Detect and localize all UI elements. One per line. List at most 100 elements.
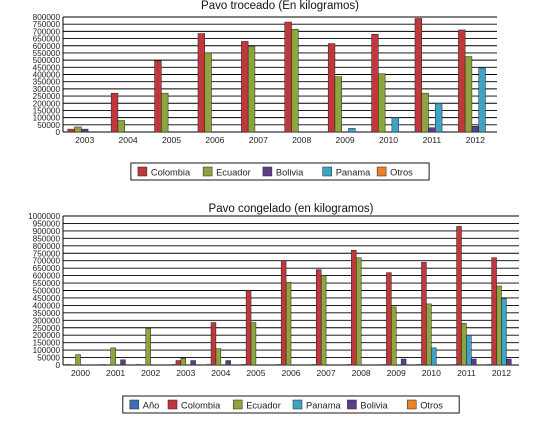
y-tick-label: 450000 — [33, 294, 61, 303]
x-tick-label: 2009 — [336, 135, 355, 145]
bar-colombia-2010 — [371, 34, 379, 133]
x-tick-label: 2007 — [249, 135, 268, 145]
bar-ecuador-2006 — [285, 282, 292, 366]
y-tick-label: 50000 — [37, 121, 60, 130]
y-tick-label: 150000 — [33, 106, 61, 115]
bar-ecuador-2001 — [110, 347, 116, 366]
x-tick-label: 2008 — [352, 368, 371, 378]
y-tick-label: 100000 — [33, 114, 61, 123]
bar-ecuador-2007 — [320, 275, 327, 366]
y-tick-label: 800000 — [33, 13, 61, 22]
legend-swatch — [406, 399, 417, 410]
legend-swatch — [129, 399, 140, 410]
bar-bolivia-2003 — [81, 128, 89, 133]
y-tick-label: 500000 — [33, 287, 61, 296]
y-tick-label: 550000 — [33, 49, 61, 58]
y-tick-label: 1000000 — [28, 212, 60, 221]
legend-label: Otros — [390, 167, 413, 177]
y-tick-label: 300000 — [33, 316, 61, 325]
bar-colombia-2007 — [241, 41, 249, 133]
bar-ecuador-2011 — [421, 92, 429, 133]
y-tick-label: 250000 — [33, 324, 61, 333]
x-tick-label: 2002 — [141, 368, 160, 378]
x-tick-label: 2003 — [75, 135, 94, 145]
chart-pavo-troceado: Pavo troceado (En kilogramos) 05000010000… — [33, 0, 497, 181]
legend-swatch — [262, 166, 273, 177]
bar-colombia-2005 — [245, 290, 252, 366]
bar-ano-2011 — [451, 364, 457, 366]
bar-colombia-2006 — [197, 33, 205, 133]
bar-ecuador-2012 — [464, 56, 473, 133]
x-tick-label: 2009 — [387, 368, 406, 378]
bar-colombia-2005 — [154, 60, 162, 133]
bar-ecuador-2005 — [161, 92, 169, 133]
bar-ecuador-2004 — [215, 348, 222, 366]
bar-colombia-2010 — [421, 261, 427, 366]
bar-ano-2010 — [416, 364, 422, 366]
bar-bolivia-2011 — [428, 127, 436, 133]
chart-pavo-congelado: Pavo congelado (en kilogramos)0500001000… — [28, 203, 519, 414]
bar-colombia-2012 — [458, 29, 466, 133]
legend-swatch — [347, 399, 357, 410]
bar-colombia-2009 — [386, 272, 392, 366]
bar-colombia-2011 — [414, 18, 422, 133]
y-tick-label: 600000 — [33, 272, 61, 281]
bar-ano-2001 — [100, 364, 107, 366]
y-tick-label: 700000 — [33, 27, 61, 36]
y-tick-label: 700000 — [33, 257, 61, 266]
legend-swatch — [202, 166, 213, 177]
y-tick-label: 500000 — [33, 56, 61, 65]
y-tick-label: 300000 — [33, 85, 61, 94]
bar-colombia-2007 — [316, 269, 322, 366]
bar-ano-2012 — [486, 364, 492, 366]
x-tick-label: 2011 — [423, 135, 442, 145]
x-tick-label: 2005 — [246, 368, 265, 378]
y-tick-label: 250000 — [33, 92, 61, 101]
bar-ano-2008 — [346, 364, 352, 366]
y-tick-label: 200000 — [33, 99, 61, 108]
bar-ecuador-2000 — [75, 354, 81, 366]
legend-label: Bolivia — [360, 400, 388, 410]
bar-colombia-2011 — [456, 226, 462, 366]
legend-swatch — [322, 166, 332, 177]
x-tick-label: 2000 — [71, 368, 90, 378]
bar-bolivia-2011 — [471, 358, 477, 366]
legend-swatch — [376, 166, 387, 177]
y-tick-label: 950000 — [33, 219, 61, 228]
bar-ano-2000 — [65, 364, 71, 366]
bar-bolivia-2003 — [190, 360, 196, 366]
y-tick-label: 200000 — [33, 331, 61, 340]
y-tick-label: 800000 — [33, 242, 61, 251]
legend-label: Colombia — [151, 167, 191, 177]
x-tick-label: 2003 — [176, 368, 195, 378]
x-tick-label: 2004 — [119, 135, 138, 145]
bar-colombia-2008 — [351, 250, 357, 366]
bar-ano-2009 — [381, 364, 387, 366]
bar-bolivia-2012 — [506, 358, 512, 366]
bar-bolivia-2001 — [120, 359, 126, 366]
y-tick-label: 400000 — [33, 301, 61, 310]
y-tick-label: 650000 — [33, 35, 61, 44]
y-tick-label: 450000 — [33, 63, 61, 72]
bar-colombia-2012 — [491, 257, 497, 366]
bar-colombia-2009 — [327, 43, 336, 133]
y-tick-label: 550000 — [33, 279, 61, 288]
bar-ano-2003 — [170, 364, 177, 366]
bar-colombia-2004 — [210, 322, 217, 366]
x-tick-label: 2004 — [211, 368, 230, 378]
y-tick-label: 650000 — [33, 264, 61, 273]
legend-label: Panama — [336, 167, 371, 177]
bar-ecuador-2006 — [204, 52, 212, 133]
bar-ano-2005 — [240, 364, 247, 366]
bar-panama-2011 — [435, 103, 443, 133]
y-tick-label: 350000 — [33, 309, 61, 318]
y-tick-label: 0 — [55, 361, 60, 370]
bar-ecuador-2009 — [391, 306, 397, 366]
bar-colombia-2008 — [284, 21, 292, 133]
legend-label: Año — [143, 400, 160, 410]
x-tick-label: 2012 — [492, 368, 511, 378]
bar-panama-2012 — [478, 67, 486, 133]
legend-swatch — [232, 399, 243, 410]
bar-panama-2009 — [348, 128, 356, 133]
legend-label: Colombia — [181, 400, 221, 410]
